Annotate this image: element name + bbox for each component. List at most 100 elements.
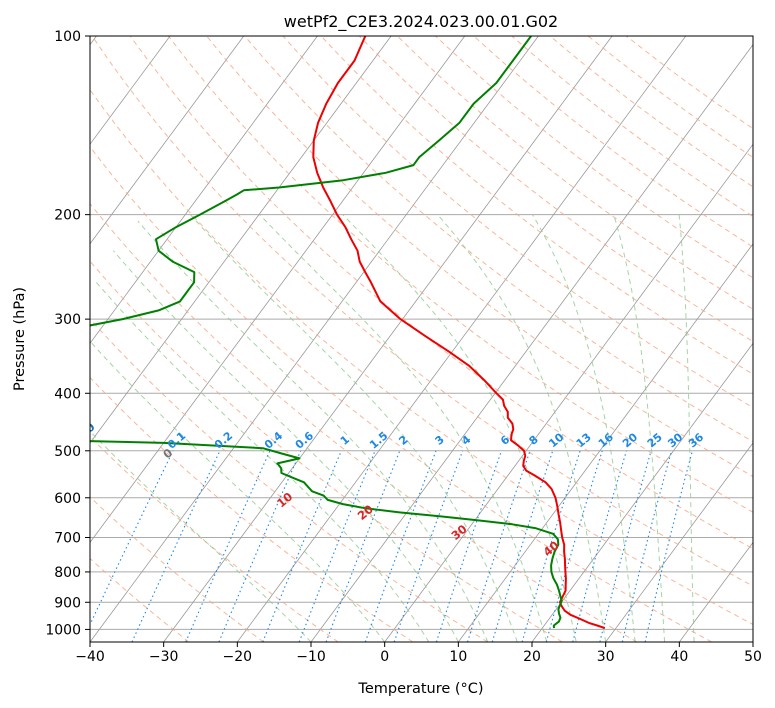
- x-tick-label: 30: [597, 649, 615, 665]
- dry-adiabat-line: [90, 145, 712, 642]
- y-tick-label: 900: [54, 595, 81, 611]
- mixing-ratio-label: 0.2: [212, 429, 235, 451]
- dry-adiabat-line: [90, 260, 563, 642]
- x-tick-label: −30: [149, 649, 179, 665]
- dewpoint-profile-line: [90, 36, 563, 629]
- mixing-ratio-line: [435, 450, 503, 642]
- mixing-ratio-line: [262, 450, 342, 642]
- dry-adiabat-line: [90, 496, 264, 642]
- mixing-ratio-line: [491, 450, 554, 642]
- moist-adiabat-line: [678, 214, 695, 642]
- dry-adiabat-line: [549, 36, 753, 188]
- moist-adiabat-line: [112, 250, 459, 642]
- x-tick-label: 20: [523, 649, 541, 665]
- x-tick-label: −10: [296, 649, 326, 665]
- mixing-ratio-line: [90, 450, 174, 626]
- moist-adiabat-line: [90, 340, 386, 642]
- isotherm-line: [90, 36, 466, 544]
- moist-adiabat-line: [532, 214, 636, 642]
- y-tick-label: 200: [54, 208, 81, 224]
- moist-adiabat-line: [137, 220, 489, 642]
- isotherm-line: [90, 36, 318, 345]
- dry-adiabat-line: [358, 36, 753, 342]
- isotherm-line: [237, 36, 687, 642]
- isotherm-line: [90, 36, 392, 444]
- dry-adiabat-line: [244, 36, 753, 443]
- moist-adiabat-line: [95, 281, 430, 642]
- y-axis-label: Pressure (hPa): [12, 287, 28, 391]
- mixing-ratio-line: [621, 450, 673, 642]
- dry-adiabat-line: [90, 557, 190, 642]
- dry-adiabat-line: [129, 36, 753, 550]
- dry-adiabat-label: 10: [274, 489, 295, 510]
- mixing-ratio-label: 0.6: [293, 429, 317, 452]
- y-tick-label: 700: [54, 531, 81, 547]
- mixing-ratio-line: [298, 450, 376, 642]
- y-tick-label: 800: [54, 565, 81, 581]
- x-tick-label: −40: [75, 649, 105, 665]
- dry-adiabat-label: 30: [448, 522, 469, 543]
- mixing-ratio-label: 30: [665, 430, 685, 450]
- x-tick-label: 50: [744, 649, 762, 665]
- mixing-ratio-label: 13: [574, 431, 594, 451]
- x-tick-label: 10: [449, 649, 467, 665]
- mixing-ratio-label: 4: [459, 433, 473, 448]
- moist-adiabat-line: [437, 214, 607, 642]
- isotherm-line: [310, 44, 753, 642]
- dry-adiabat-line: [90, 376, 414, 642]
- dry-adiabat-line: [90, 88, 753, 626]
- isotherm-line: [752, 641, 753, 642]
- x-axis-label: Temperature (°C): [357, 681, 483, 697]
- mixing-ratio-label: 1: [338, 433, 352, 448]
- y-tick-label: 400: [54, 386, 81, 402]
- y-tick-label: 300: [54, 312, 81, 328]
- isotherm-line: [163, 36, 613, 642]
- mixing-ratio-line: [466, 450, 531, 642]
- x-tick-label: 40: [670, 649, 688, 665]
- dry-adiabat-line: [168, 36, 753, 513]
- isotherm-line: [90, 36, 539, 642]
- y-tick-label: 600: [54, 491, 81, 507]
- mixing-ratio-line: [325, 450, 401, 642]
- chart-title: wetPf2_C2E3.2024.023.00.01.G02: [284, 12, 558, 32]
- mixing-ratio-line: [364, 450, 437, 642]
- mixing-ratio-line: [599, 450, 652, 642]
- y-tick-label: 500: [54, 444, 81, 460]
- x-tick-label: 0: [380, 649, 389, 665]
- plot-area: 0.10.20.40.611.52346810131620253036-100-…: [0, 36, 753, 642]
- y-tick-label: 100: [54, 29, 81, 45]
- plot-frame: [89, 35, 754, 643]
- dry-adiabat-label: -20: [0, 397, 18, 421]
- isotherm-line: [531, 342, 753, 642]
- moist-adiabat-line: [613, 214, 666, 642]
- mixing-ratio-line: [545, 450, 603, 642]
- dry-adiabat-line: [282, 36, 753, 409]
- y-tick-label: 1000: [45, 622, 81, 638]
- mixing-ratio-label: 25: [645, 431, 665, 451]
- isotherm-line: [90, 36, 171, 145]
- dry-adiabat-label: -10: [73, 420, 98, 444]
- dry-adiabat-line: [91, 36, 753, 587]
- mixing-ratio-label: 10: [546, 430, 566, 450]
- mixing-ratio-line: [393, 450, 464, 642]
- mixing-ratio-line: [521, 450, 581, 642]
- moist-adiabat-line: [90, 430, 312, 642]
- mixing-ratio-label: 8: [527, 433, 541, 448]
- isotherm-line: [90, 36, 245, 245]
- dry-adiabat-line: [206, 36, 753, 478]
- mixing-ratio-line: [131, 450, 221, 642]
- mixing-ratio-line: [185, 450, 271, 642]
- moist-adiabat-line: [189, 214, 518, 642]
- isotherm-line: [679, 541, 753, 642]
- moist-adiabat-line: [342, 214, 577, 642]
- isotherm-line: [605, 442, 753, 642]
- temperature-profile-line: [312, 36, 606, 630]
- isotherm-line: [384, 143, 753, 642]
- dry-adiabat-line: [90, 435, 339, 642]
- moist-adiabat-line: [259, 214, 548, 642]
- mixing-ratio-label: 20: [620, 430, 640, 450]
- mixing-ratio-line: [572, 450, 627, 642]
- mixing-ratio-label: 1.5: [367, 429, 390, 451]
- isotherm-line: [458, 243, 753, 642]
